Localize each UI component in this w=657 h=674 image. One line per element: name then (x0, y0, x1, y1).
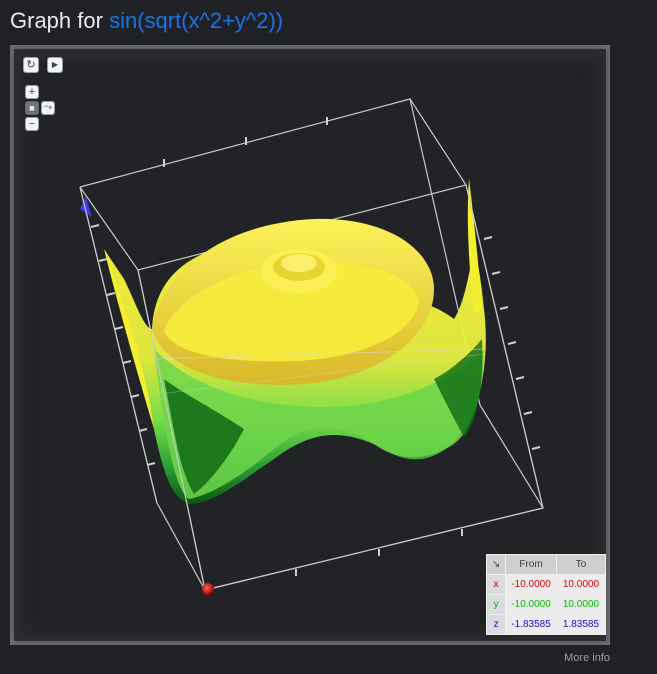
camera-button[interactable]: ■ (25, 101, 39, 115)
range-row-x: x -10.0000 10.0000 (485, 574, 607, 595)
page-title: Graph for sin(sqrt(x^2+y^2)) (10, 8, 283, 34)
surface (80, 179, 486, 504)
header-from: From (505, 554, 557, 575)
z-to-field[interactable]: 1.83585 (555, 614, 607, 635)
corner-resize-icon[interactable]: ↘ (485, 554, 507, 575)
axis-ticks (90, 117, 541, 576)
x-label: x (485, 574, 507, 595)
play-button[interactable]: ▶ (47, 57, 63, 73)
range-header-row: ↘ From To (485, 554, 607, 575)
play-icon: ▶ (51, 60, 59, 69)
x-to-field[interactable]: 10.0000 (555, 574, 607, 595)
z-label: z (485, 614, 507, 635)
header-to: To (555, 554, 607, 575)
graph-canvas[interactable]: ↻ ▶ + ■ ⤳ − ↘ From To x -10.0000 10 (14, 49, 607, 641)
axes-button[interactable]: ⤳ (41, 101, 55, 115)
y-from-field[interactable]: -10.0000 (505, 594, 557, 615)
z-from-field[interactable]: -1.83585 (505, 614, 557, 635)
more-info-link[interactable]: More info (564, 652, 610, 664)
zoom-out-button[interactable]: − (25, 117, 39, 131)
range-row-z: z -1.83585 1.83585 (485, 614, 607, 635)
bounding-box-front (79, 184, 544, 591)
zoom-in-button[interactable]: + (25, 85, 39, 99)
axes-icon: ⤳ (44, 102, 52, 113)
range-table: ↘ From To x -10.0000 10.0000 y -10.0000 … (485, 554, 607, 635)
reset-button[interactable]: ↻ (23, 57, 39, 73)
x-from-field[interactable]: -10.0000 (505, 574, 557, 595)
graph-frame: ↻ ▶ + ■ ⤳ − ↘ From To x -10.0000 10 (10, 45, 610, 645)
zoom-out-label: − (28, 117, 36, 130)
camera-icon: ■ (29, 102, 35, 113)
title-prefix: Graph for (10, 8, 103, 33)
zoom-in-label: + (28, 85, 36, 98)
x-axis-origin-marker (202, 583, 214, 595)
function-link[interactable]: sin(sqrt(x^2+y^2)) (109, 8, 284, 33)
y-to-field[interactable]: 10.0000 (555, 594, 607, 615)
refresh-icon: ↻ (26, 58, 36, 71)
surface-plot[interactable] (14, 49, 606, 641)
range-row-y: y -10.0000 10.0000 (485, 594, 607, 615)
y-label: y (485, 594, 507, 615)
